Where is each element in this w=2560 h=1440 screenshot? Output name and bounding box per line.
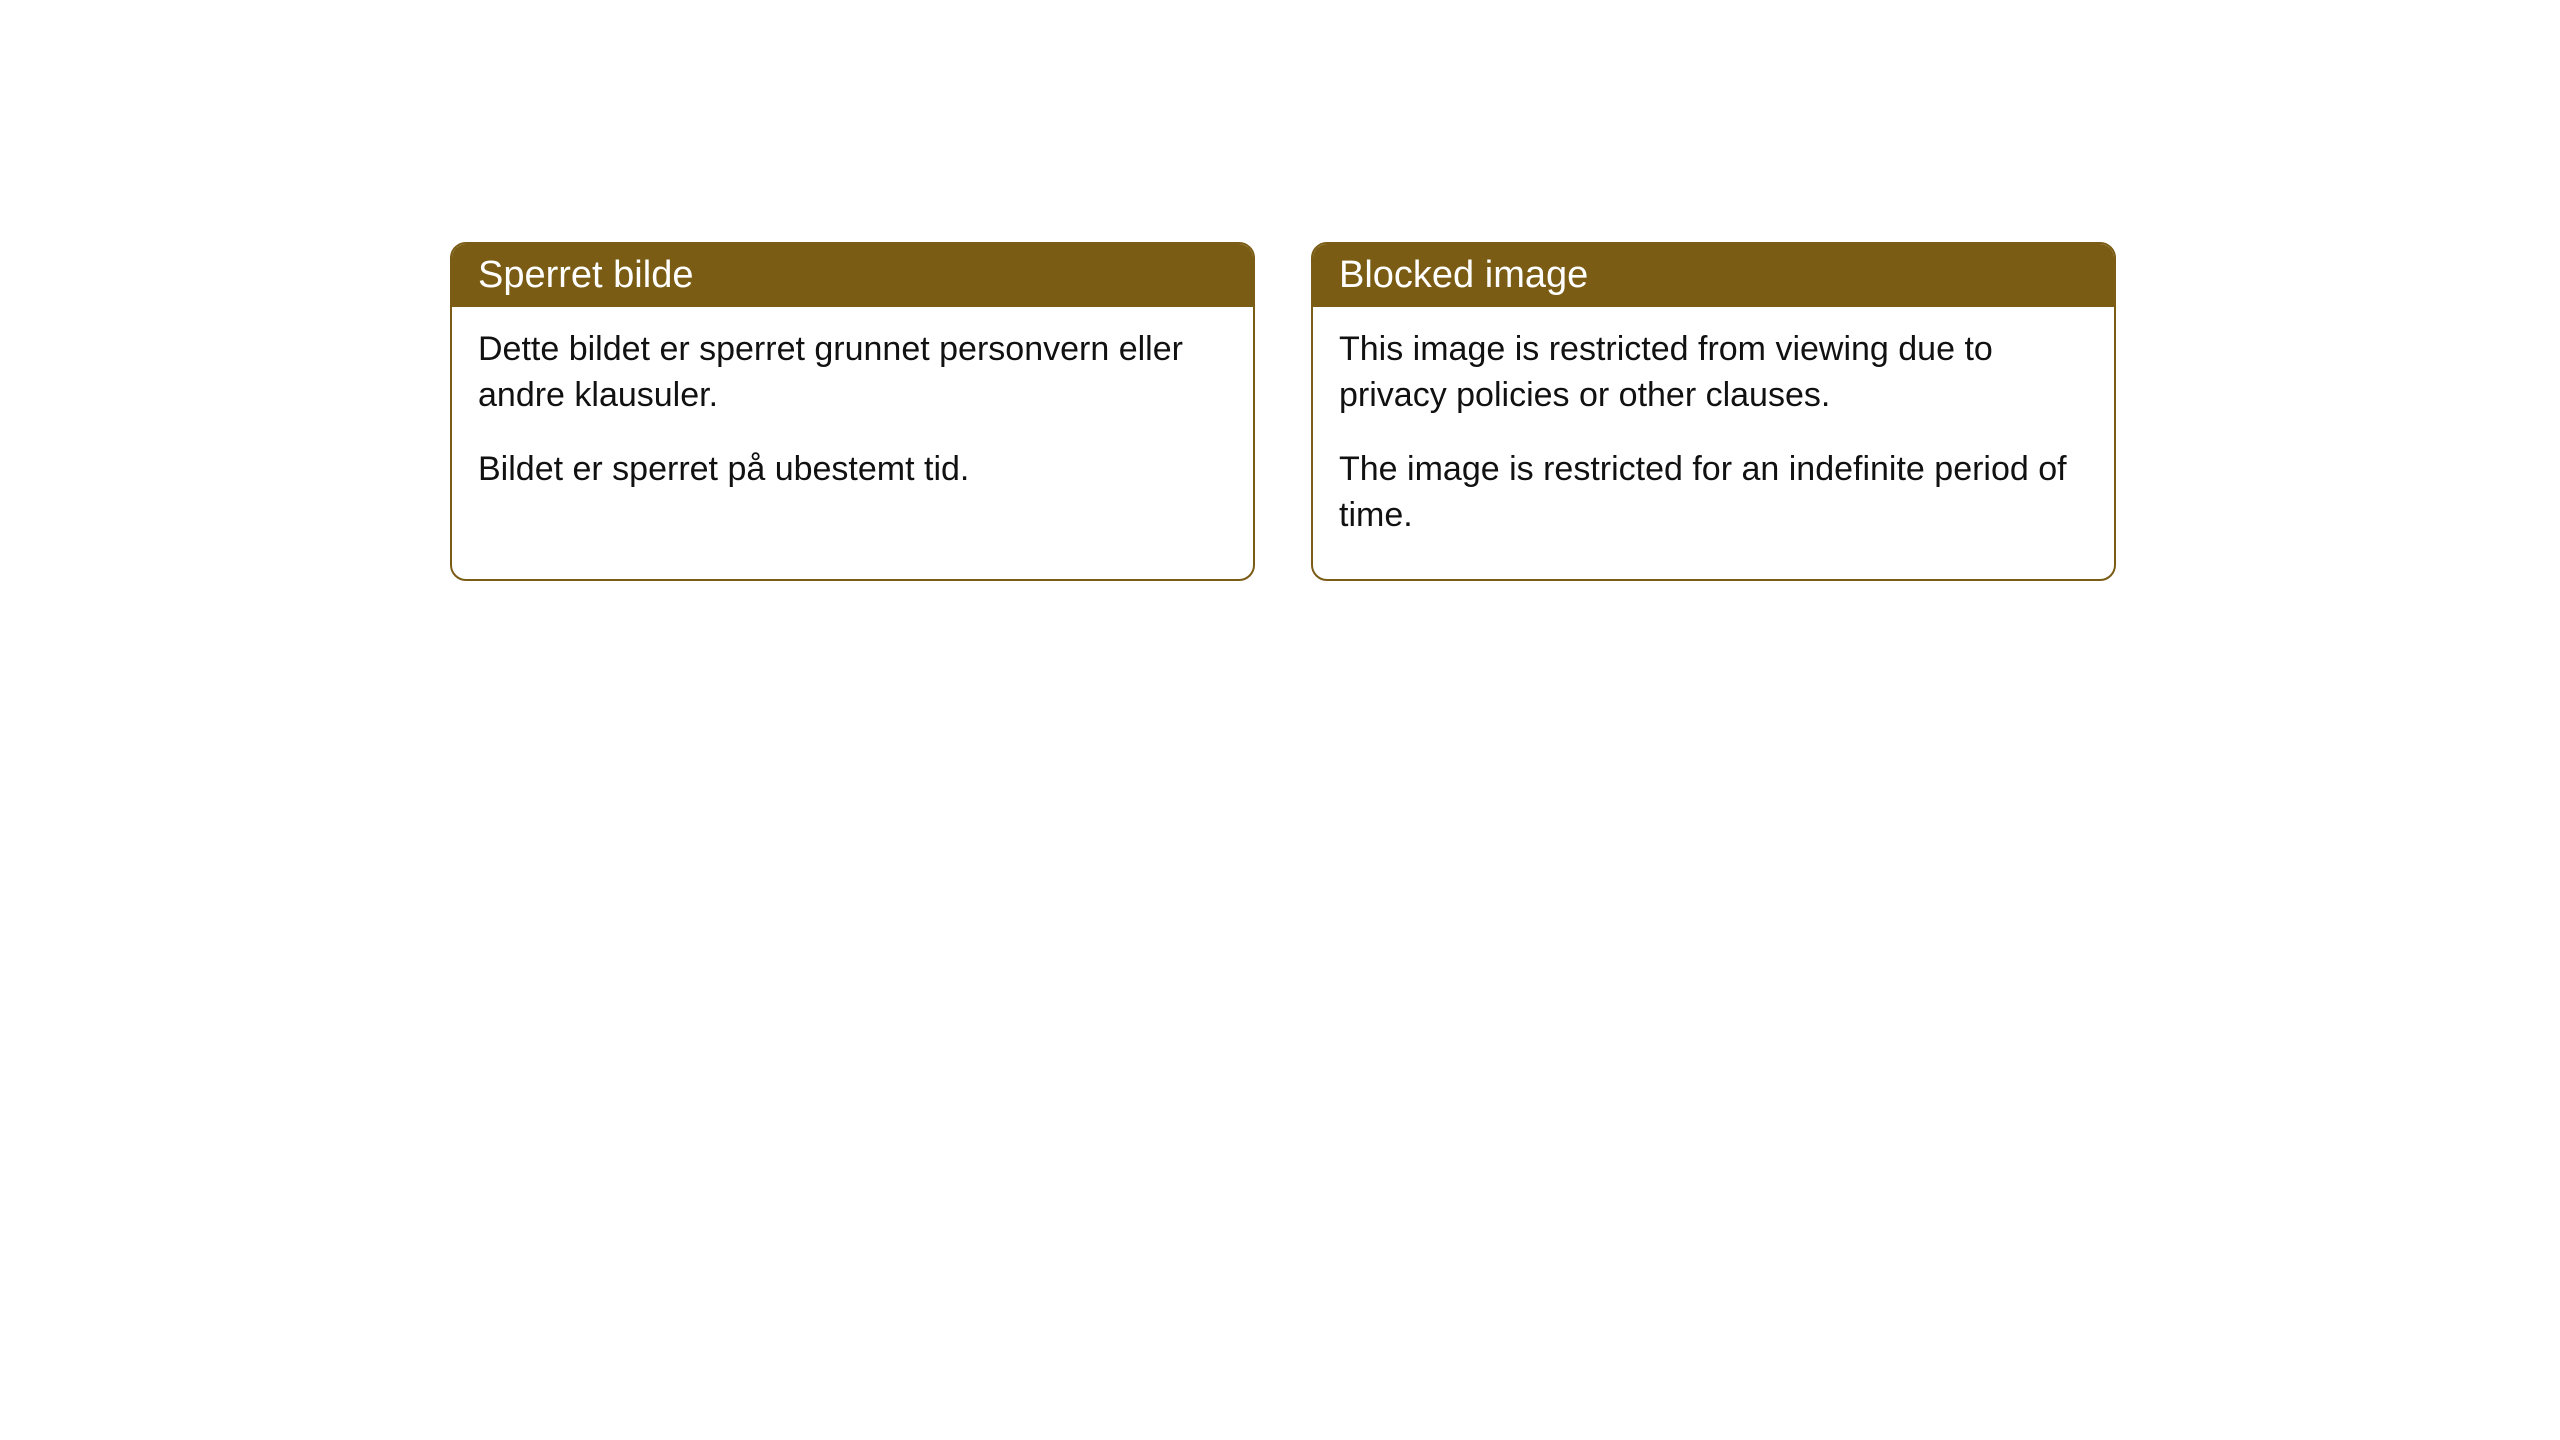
card-body-english: This image is restricted from viewing du… [1313, 307, 2114, 579]
card-paragraph-2: Bildet er sperret på ubestemt tid. [478, 447, 1227, 493]
card-header-norwegian: Sperret bilde [452, 244, 1253, 307]
card-container: Sperret bilde Dette bildet er sperret gr… [450, 242, 2116, 581]
card-paragraph-2: The image is restricted for an indefinit… [1339, 447, 2088, 539]
card-paragraph-1: Dette bildet er sperret grunnet personve… [478, 327, 1227, 419]
card-paragraph-1: This image is restricted from viewing du… [1339, 327, 2088, 419]
card-english: Blocked image This image is restricted f… [1311, 242, 2116, 581]
card-title: Blocked image [1339, 254, 1588, 296]
card-title: Sperret bilde [478, 254, 693, 296]
card-norwegian: Sperret bilde Dette bildet er sperret gr… [450, 242, 1255, 581]
card-body-norwegian: Dette bildet er sperret grunnet personve… [452, 307, 1253, 533]
card-header-english: Blocked image [1313, 244, 2114, 307]
